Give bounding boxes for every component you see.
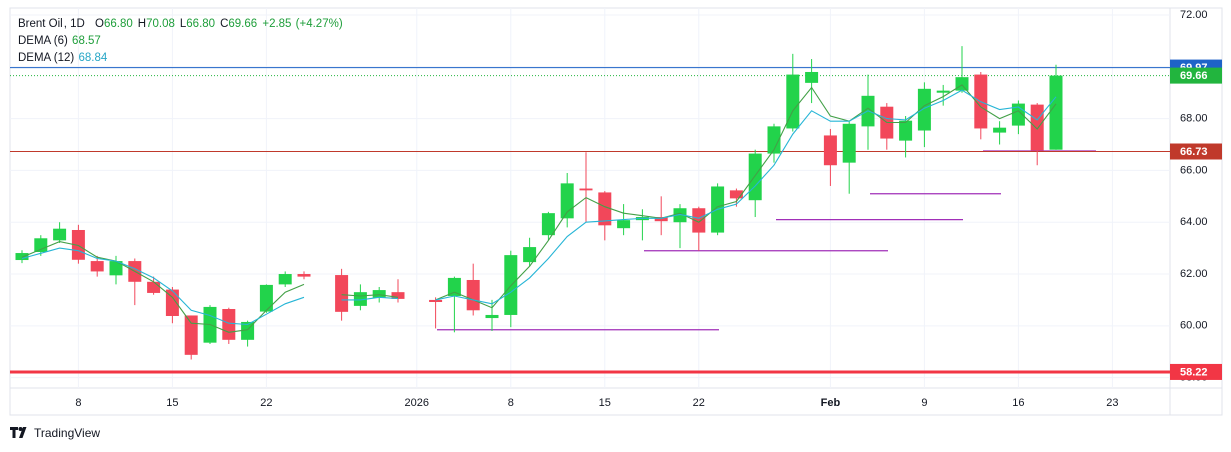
candle-body (579, 188, 593, 191)
symbol-row: Brent Oil, 1D O66.80 H70.08 L66.80 C69.66 +… (18, 18, 343, 30)
candle-body (447, 277, 461, 297)
x-tick-label: 15 (599, 397, 611, 409)
candle-body (917, 88, 931, 131)
ohlc-key: O (95, 18, 104, 30)
logo (10, 427, 27, 438)
candle-body (335, 275, 349, 312)
candle-body (899, 120, 913, 141)
candle-body (673, 208, 687, 223)
candle-body (767, 126, 781, 154)
change: +2.85 (262, 18, 292, 30)
candle-body (617, 220, 631, 229)
y-tick-label: 60.00 (1180, 320, 1208, 332)
candle-body (222, 308, 236, 340)
levels (437, 150, 1096, 331)
candle-body (466, 279, 480, 311)
candle-body (748, 153, 762, 201)
candle-body (842, 123, 856, 163)
x-tick-label: Feb (821, 397, 841, 409)
x-tick-label: 8 (508, 397, 514, 409)
x-tick-label: 9 (921, 397, 927, 409)
legend-header: Brent Oil, 1D O66.80 H70.08 L66.80 C69.66 +… (18, 16, 344, 67)
candle-body (259, 284, 273, 312)
candle-body (485, 314, 499, 319)
candle-body (729, 190, 743, 199)
x-tick-label: 8 (75, 397, 81, 409)
candle-body (165, 289, 179, 316)
candle-body (429, 299, 443, 303)
candle-body (53, 228, 67, 241)
ohlc: O66.80 H70.08 L66.80 C69.66 (89, 18, 258, 30)
candle-body (90, 261, 104, 272)
y-tick-label: 66.00 (1180, 164, 1208, 176)
axes: 58.0060.0062.0064.0066.0068.0070.0072.00… (75, 9, 1207, 409)
x-tick-label: 2026 (405, 397, 429, 409)
candle-body (109, 261, 123, 276)
x-tick-label: 15 (166, 397, 178, 409)
price-badge-label: 66.73 (1180, 146, 1208, 158)
candle-body (1049, 75, 1063, 150)
candle-body (278, 274, 292, 285)
candle-body (523, 247, 537, 263)
candle-body (955, 77, 969, 91)
symbol: Brent Oil (18, 18, 63, 30)
ohlc-key: H (137, 18, 147, 30)
legend-name: DEMA (12) (18, 52, 75, 64)
indicator-row: DEMA (12) 68.84 (18, 50, 344, 67)
candle-body (823, 135, 837, 166)
indicator-line (21, 84, 1057, 333)
candle-body (654, 217, 668, 222)
candle-body (805, 71, 819, 83)
candle-body (1030, 104, 1044, 151)
candle-body (147, 281, 161, 293)
price-badge-label: 69.66 (1180, 70, 1208, 82)
candle-body (692, 208, 706, 233)
price-badge (1170, 143, 1222, 160)
ohlc-value: 66.80 (186, 18, 216, 30)
branding: TradingView (10, 426, 100, 440)
candle-body (184, 315, 198, 355)
chart-frame (9, 7, 1223, 416)
candle-body (936, 90, 950, 93)
ohlc-value: 70.08 (146, 18, 175, 30)
indicator-row: DEMA (6) 68.57 (18, 33, 344, 50)
price-badge-label: 58.22 (1180, 366, 1208, 378)
grid (10, 8, 1170, 388)
candle-body (786, 74, 800, 129)
brand-name: TradingView (34, 426, 101, 440)
candle-body (598, 192, 612, 226)
legend-name: DEMA (6) (18, 35, 68, 47)
x-tick-label: 16 (1012, 397, 1024, 409)
indicators (21, 84, 1057, 333)
x-tick-label: 22 (260, 397, 272, 409)
candle-body (15, 253, 29, 261)
x-tick-label: 22 (693, 397, 705, 409)
price-badge (1170, 363, 1222, 380)
ohlc-key: L (179, 18, 187, 30)
candle-body (993, 127, 1007, 133)
legend-value: 68.57 (72, 35, 101, 47)
ohlc-value: 69.66 (228, 18, 258, 30)
x-tick-label: 23 (1106, 397, 1118, 409)
candle-body (541, 213, 555, 236)
y-tick-label: 62.00 (1180, 268, 1208, 280)
candle-body (372, 290, 386, 298)
interval: 1D (70, 18, 85, 30)
y-tick-label: 68.00 (1180, 113, 1208, 125)
ohlc-value: 66.80 (104, 18, 133, 30)
candle-body (297, 274, 311, 277)
candle-body (560, 183, 574, 219)
y-tick-label: 72.00 (1180, 9, 1208, 21)
candle-body (391, 292, 405, 299)
ohlc-key: C (220, 18, 229, 30)
price-badge (1170, 67, 1222, 84)
y-tick-label: 64.00 (1180, 216, 1208, 228)
change-pct: (+4.27%) (295, 18, 343, 30)
legend-value: 68.84 (78, 52, 108, 64)
indicator-line (21, 89, 1057, 326)
